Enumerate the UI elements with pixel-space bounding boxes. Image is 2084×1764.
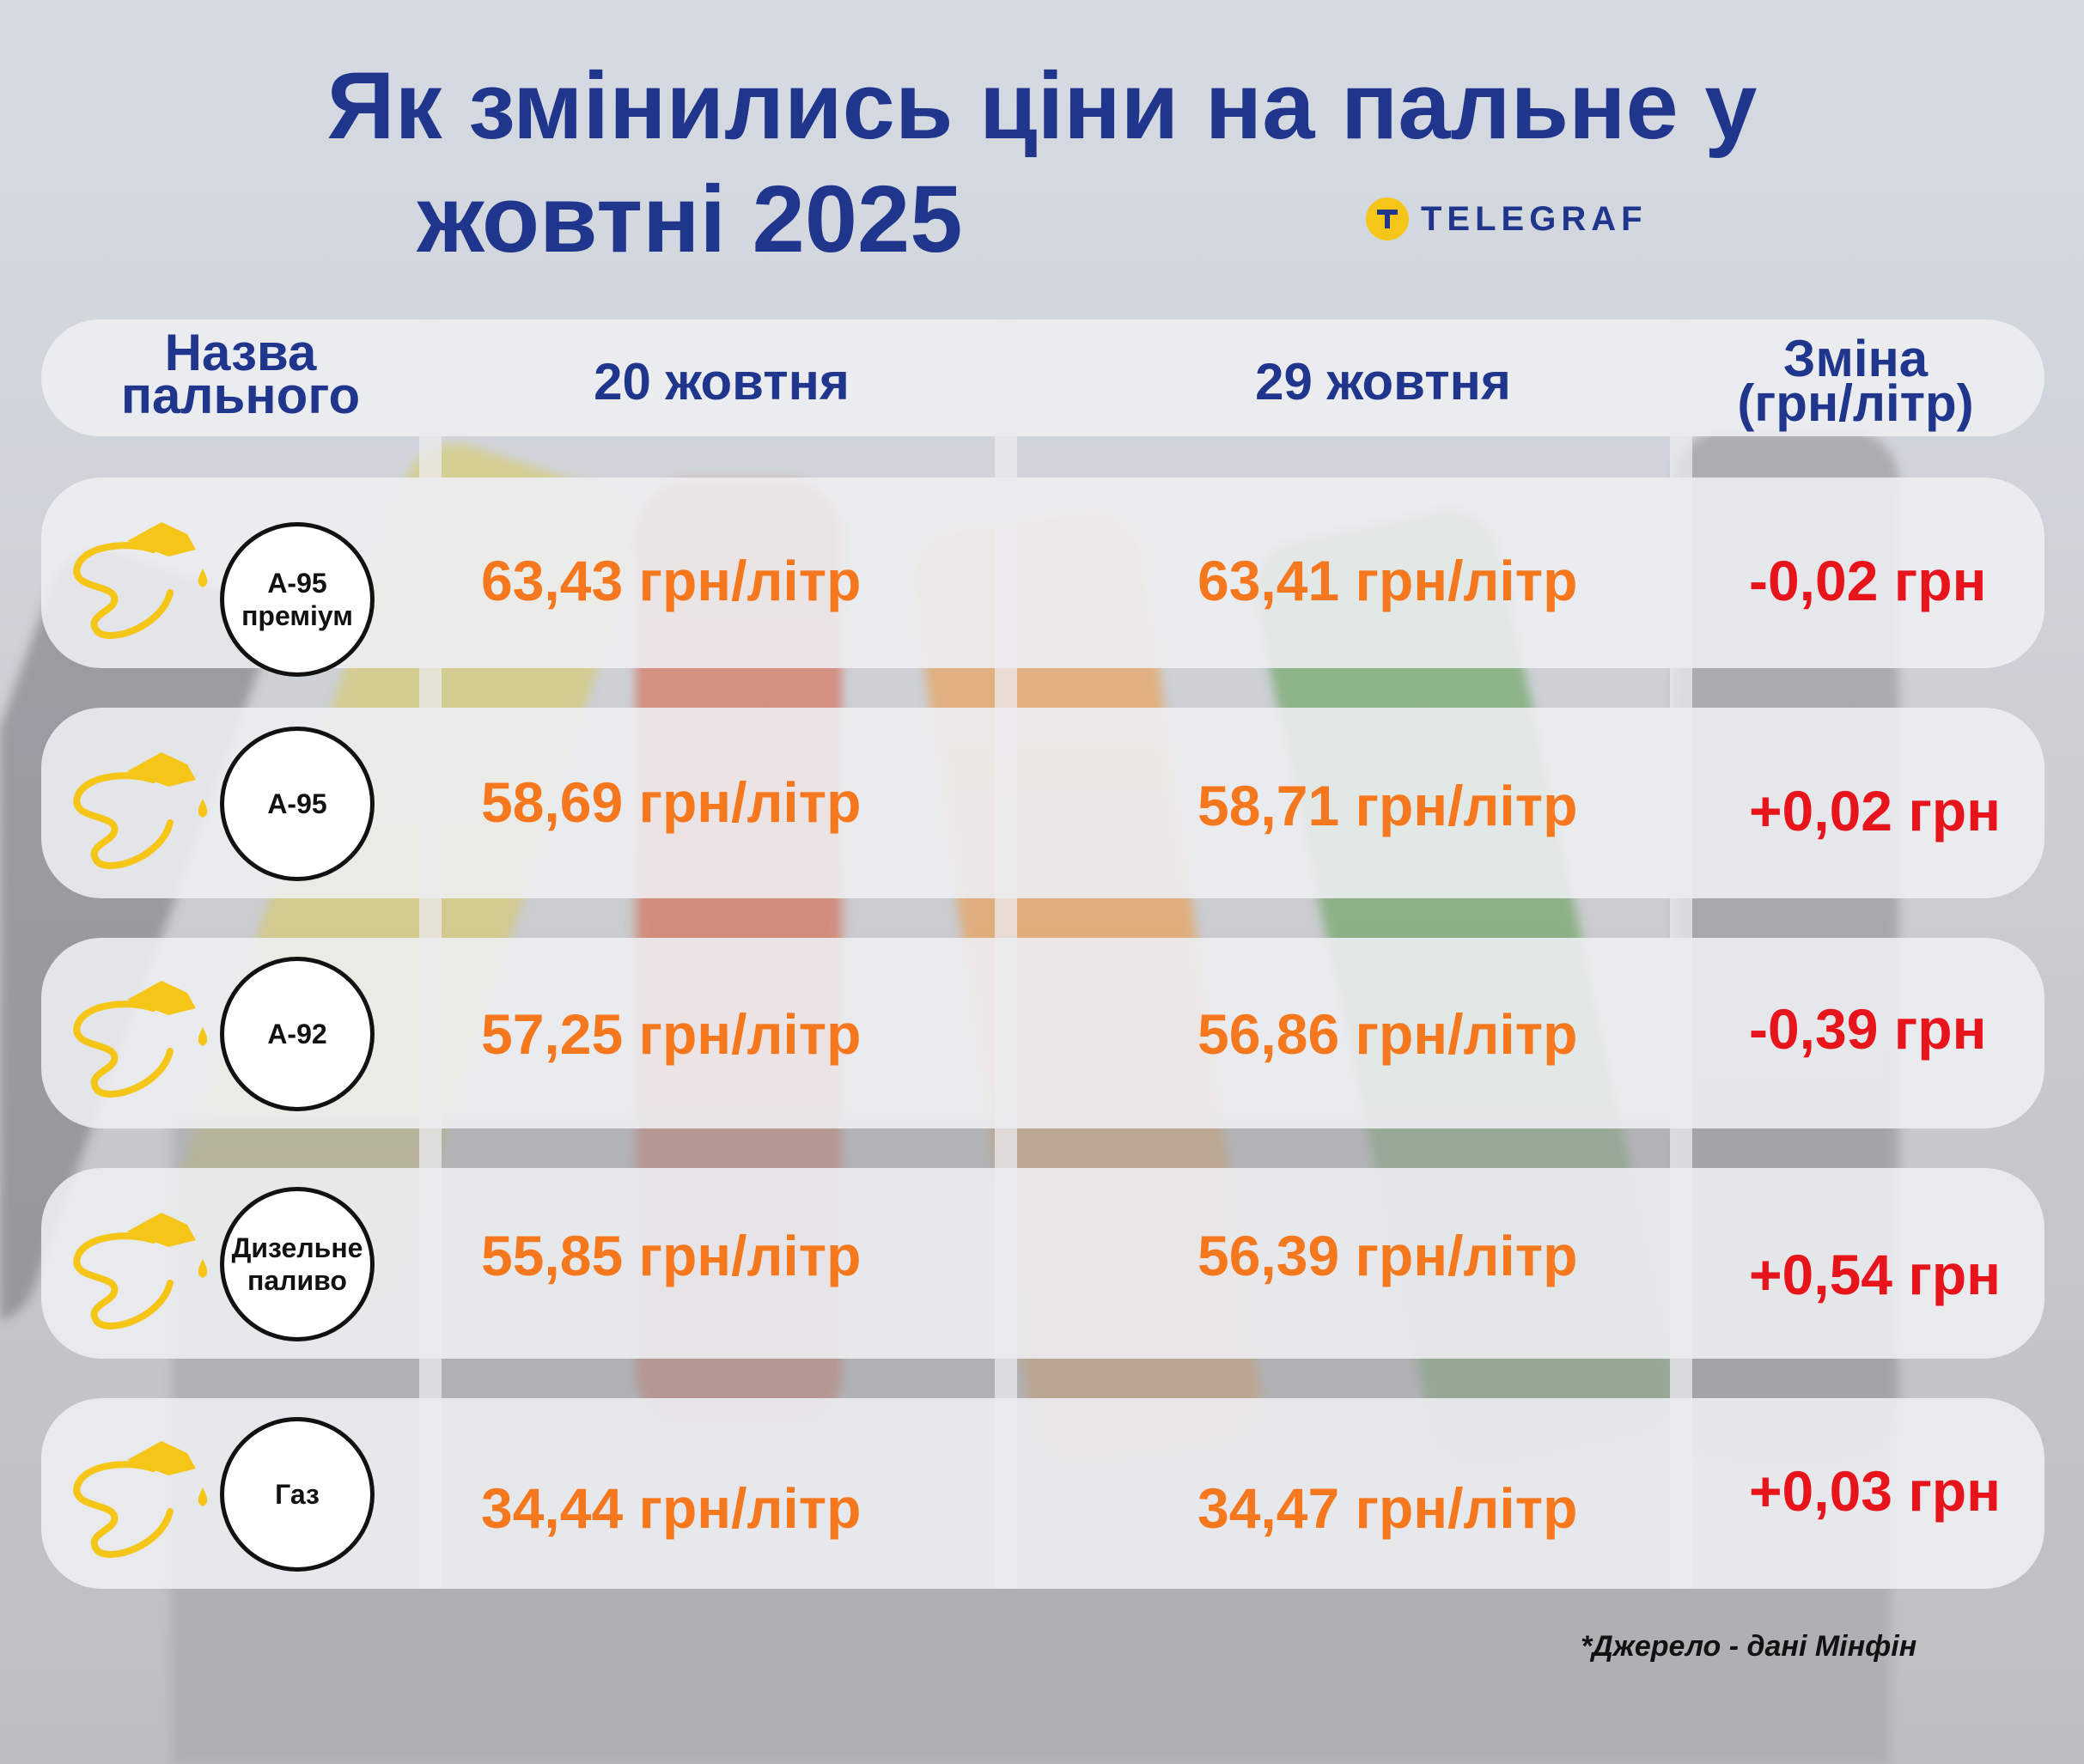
telegraf-logo: TELEGRAF bbox=[1366, 198, 1648, 240]
header-date-1: 20 жовтня bbox=[594, 353, 850, 411]
fuel-nozzle-icon bbox=[73, 1213, 208, 1329]
fuel-badge: А-95 bbox=[220, 727, 375, 881]
price-oct-20: 58,69 грн/літр bbox=[481, 770, 862, 834]
table-row bbox=[41, 1168, 2044, 1359]
fuel-name-line1: А-95 bbox=[267, 568, 327, 599]
header-fuel-name-line2: пального bbox=[120, 367, 361, 424]
fuel-name-line2: паливо bbox=[247, 1265, 347, 1296]
table-row bbox=[41, 1398, 2044, 1589]
fuel-badge: А-95 преміум bbox=[220, 522, 375, 677]
column-divider bbox=[419, 319, 442, 1589]
table-header bbox=[41, 319, 2044, 436]
fuel-name-line1: А-95 bbox=[267, 788, 327, 819]
price-oct-20: 34,44 грн/літр bbox=[481, 1476, 862, 1540]
source-note: *Джерело - дані Мінфін bbox=[1581, 1630, 1917, 1663]
price-change: +0,03 грн bbox=[1749, 1459, 2002, 1523]
table-row bbox=[41, 477, 2044, 668]
fuel-name-line1: Дизельне bbox=[231, 1232, 363, 1263]
column-divider bbox=[1670, 319, 1692, 1589]
header-fuel-name-line1: Назва bbox=[164, 324, 317, 381]
fuel-name-line2: преміум bbox=[241, 600, 353, 631]
fuel-nozzle-icon bbox=[73, 752, 208, 869]
price-change: -0,39 грн bbox=[1749, 997, 1987, 1061]
price-change: +0,02 грн bbox=[1749, 779, 2002, 842]
price-oct-29: 56,86 грн/літр bbox=[1197, 1002, 1578, 1066]
column-divider bbox=[995, 319, 1017, 1589]
logo-text: TELEGRAF bbox=[1421, 199, 1648, 238]
telegraf-logo-icon bbox=[1366, 198, 1409, 240]
price-oct-20: 57,25 грн/літр bbox=[481, 1002, 862, 1066]
price-oct-20: 55,85 грн/літр bbox=[481, 1224, 862, 1287]
header-change-line2: (грн/літр) bbox=[1737, 374, 1974, 432]
page-title-line2: жовтні 2025 bbox=[417, 167, 963, 272]
table-row bbox=[41, 708, 2044, 898]
price-change: +0,54 грн bbox=[1749, 1243, 2002, 1306]
price-oct-29: 56,39 грн/літр bbox=[1197, 1224, 1578, 1287]
price-oct-29: 34,47 грн/літр bbox=[1197, 1476, 1578, 1540]
header-change-line1: Зміна bbox=[1782, 330, 1929, 387]
fuel-name-line1: А-92 bbox=[267, 1019, 327, 1049]
fuel-badge: Дизельне паливо bbox=[220, 1187, 375, 1341]
fuel-badge: А-92 bbox=[220, 957, 375, 1111]
fuel-nozzle-icon bbox=[73, 522, 208, 639]
fuel-nozzle-icon bbox=[73, 1441, 208, 1558]
price-change: -0,02 грн bbox=[1749, 549, 1987, 612]
table-row bbox=[41, 938, 2044, 1128]
header-fuel-name: Назва пального bbox=[69, 324, 412, 424]
fuel-name-line1: Газ bbox=[275, 1479, 320, 1510]
price-oct-20: 63,43 грн/літр bbox=[481, 549, 862, 612]
fuel-nozzle-icon bbox=[73, 981, 208, 1098]
header-date-2: 29 жовтня bbox=[1255, 353, 1511, 411]
fuel-badge: Газ bbox=[220, 1417, 375, 1572]
page-title-line1: Як змінились ціни на пальне у bbox=[326, 53, 1758, 159]
price-oct-29: 63,41 грн/літр bbox=[1197, 549, 1578, 612]
price-oct-29: 58,71 грн/літр bbox=[1197, 774, 1578, 837]
header-change: Зміна (грн/літр) bbox=[1684, 330, 2027, 432]
